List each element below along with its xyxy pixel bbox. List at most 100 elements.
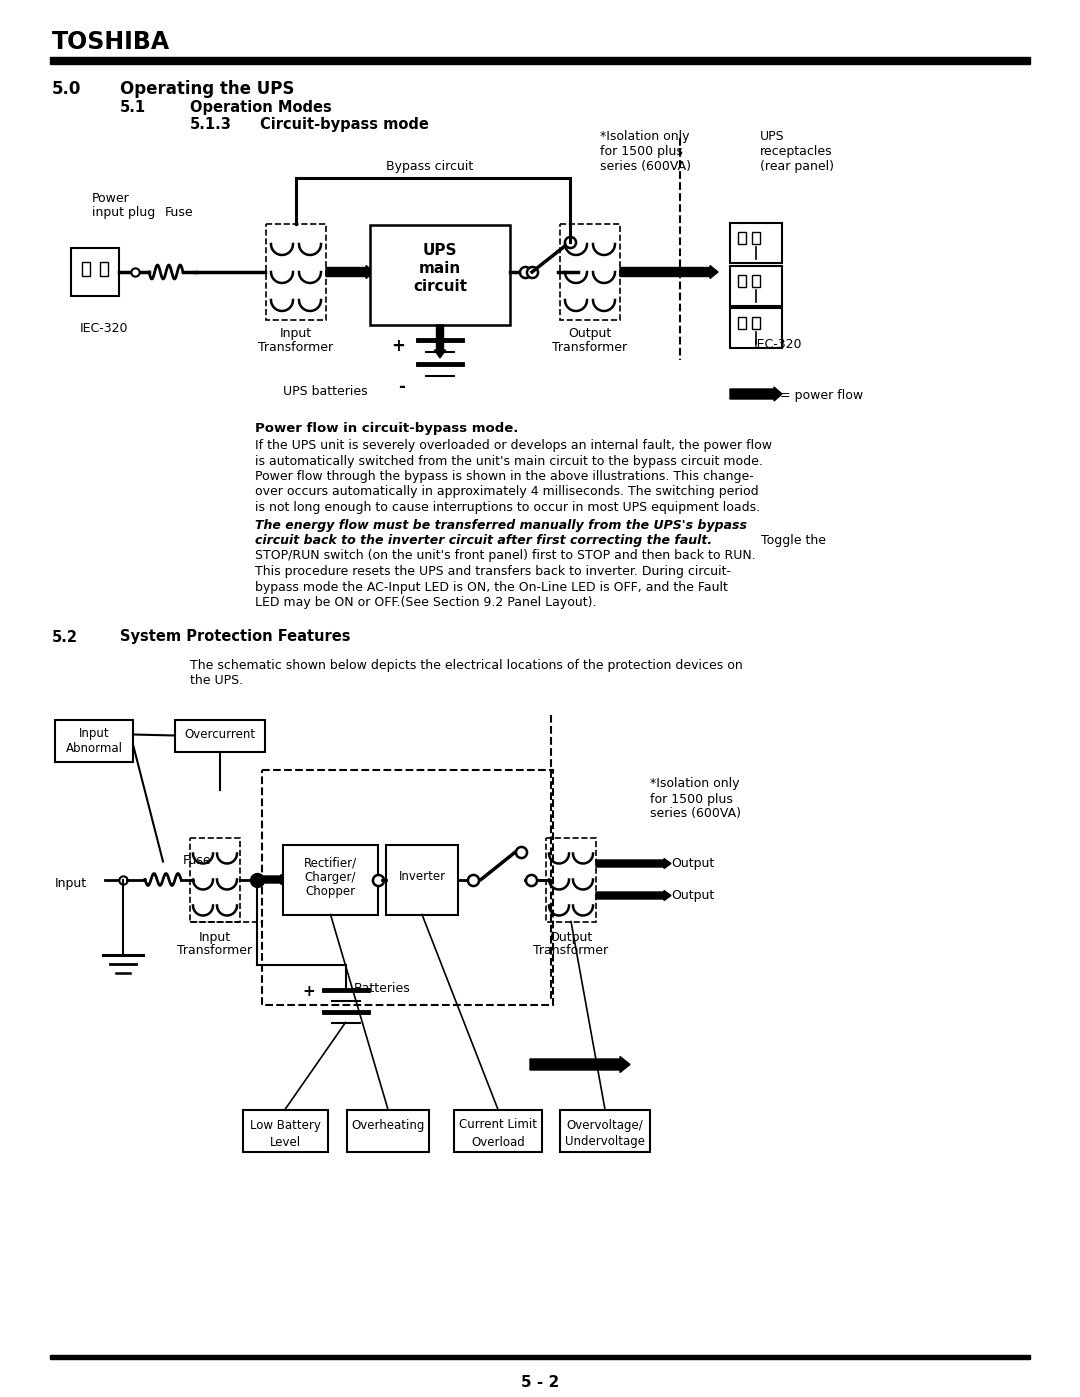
Text: Input: Input	[79, 728, 109, 740]
Text: Output: Output	[568, 327, 611, 339]
Text: Current Limit: Current Limit	[459, 1119, 537, 1132]
Text: 5.1: 5.1	[120, 101, 146, 115]
Text: 5 - 2: 5 - 2	[521, 1375, 559, 1390]
Text: Overheating: Overheating	[351, 1119, 424, 1132]
Bar	[50, 1355, 1030, 1359]
Text: If the UPS unit is severely overloaded or develops an internal fault, the power : If the UPS unit is severely overloaded o…	[255, 439, 772, 453]
Text: Operation Modes: Operation Modes	[190, 101, 332, 115]
Text: Operating the UPS: Operating the UPS	[120, 80, 295, 98]
Text: series (600VA): series (600VA)	[600, 161, 691, 173]
Text: Transformer: Transformer	[553, 341, 627, 353]
Bar	[370, 225, 510, 326]
Text: Rectifier/: Rectifier/	[303, 856, 357, 869]
Text: circuit back to the inverter circuit after first correcting the fault.: circuit back to the inverter circuit aft…	[255, 534, 712, 548]
Bar	[283, 845, 378, 915]
Bar	[752, 232, 760, 244]
Text: over occurs automatically in approximately 4 milliseconds. The switching period: over occurs automatically in approximate…	[255, 486, 758, 499]
FancyArrow shape	[620, 265, 718, 278]
FancyArrow shape	[326, 265, 374, 278]
Text: UPS: UPS	[422, 243, 457, 258]
FancyArrow shape	[596, 859, 671, 869]
Text: Level: Level	[269, 1136, 300, 1148]
Bar	[752, 275, 760, 286]
Text: The energy flow must be transferred manually from the UPS's bypass: The energy flow must be transferred manu…	[255, 518, 747, 531]
Text: *Isolation only: *Isolation only	[650, 778, 740, 791]
Text: = power flow: = power flow	[780, 388, 863, 402]
Text: 5.0: 5.0	[52, 80, 81, 98]
Text: Transformer: Transformer	[534, 944, 608, 957]
Text: Charger/: Charger/	[305, 870, 356, 883]
Text: is automatically switched from the unit's main circuit to the bypass circuit mod: is automatically switched from the unit'…	[255, 454, 762, 468]
Text: Overvoltage/: Overvoltage/	[567, 1119, 644, 1132]
Text: Power flow in circuit-bypass mode.: Power flow in circuit-bypass mode.	[255, 422, 518, 434]
Text: IEC-320: IEC-320	[754, 338, 802, 351]
Bar	[243, 1109, 327, 1151]
Bar	[730, 265, 782, 306]
Text: Output: Output	[671, 890, 714, 902]
Bar	[454, 1109, 542, 1151]
Text: Fuse: Fuse	[183, 855, 212, 868]
Text: bypass mode the AC-Input LED is ON, the On-Line LED is OFF, and the Fault: bypass mode the AC-Input LED is ON, the …	[255, 581, 728, 594]
Text: Batteries: Batteries	[353, 982, 410, 995]
Text: Low Battery: Low Battery	[249, 1119, 321, 1132]
Text: circuit: circuit	[413, 279, 467, 293]
Text: Chopper: Chopper	[306, 884, 355, 897]
Text: Transformer: Transformer	[177, 944, 253, 957]
Text: for 1500 plus: for 1500 plus	[650, 792, 733, 806]
Text: Bypass circuit: Bypass circuit	[387, 161, 474, 173]
Text: +: +	[391, 337, 405, 355]
Bar	[175, 719, 265, 752]
Text: receptacles: receptacles	[760, 145, 833, 158]
Bar	[738, 232, 746, 244]
Text: +: +	[302, 985, 315, 999]
Text: the UPS.: the UPS.	[190, 675, 243, 687]
Text: Circuit-bypass mode: Circuit-bypass mode	[260, 117, 429, 131]
Bar	[752, 317, 760, 330]
Bar	[55, 719, 133, 761]
Text: -: -	[399, 379, 405, 395]
Text: The schematic shown below depicts the electrical locations of the protection dev: The schematic shown below depicts the el…	[190, 659, 743, 672]
Bar	[82, 263, 90, 277]
Bar	[100, 263, 108, 277]
Bar	[546, 837, 596, 922]
Bar	[262, 770, 553, 1004]
Bar	[50, 57, 1030, 64]
Bar	[561, 224, 620, 320]
Text: This procedure resets the UPS and transfers back to inverter. During circuit-: This procedure resets the UPS and transf…	[255, 564, 731, 578]
FancyArrow shape	[259, 875, 288, 884]
Text: TOSHIBA: TOSHIBA	[52, 29, 171, 54]
Text: Toggle the: Toggle the	[757, 534, 826, 548]
Text: Output: Output	[550, 932, 593, 944]
Text: UPS batteries: UPS batteries	[283, 386, 367, 398]
Text: Input: Input	[199, 932, 231, 944]
Text: Input: Input	[280, 327, 312, 339]
Text: 5.1.3: 5.1.3	[190, 117, 232, 131]
Text: Inverter: Inverter	[399, 869, 446, 883]
Text: Power flow through the bypass is shown in the above illustrations. This change-: Power flow through the bypass is shown i…	[255, 469, 754, 483]
Text: 5.2: 5.2	[52, 630, 78, 644]
Bar	[347, 1109, 429, 1151]
Text: Fuse: Fuse	[165, 205, 193, 219]
Bar	[730, 307, 782, 348]
Text: *Isolation only: *Isolation only	[600, 130, 689, 142]
Text: is not long enough to cause interruptions to occur in most UPS equipment loads.: is not long enough to cause interruption…	[255, 502, 760, 514]
Text: series (600VA): series (600VA)	[650, 807, 741, 820]
FancyArrow shape	[596, 890, 671, 901]
Text: Overcurrent: Overcurrent	[185, 728, 256, 740]
Text: UPS: UPS	[760, 130, 785, 142]
Text: Power: Power	[92, 191, 130, 205]
Text: Undervoltage: Undervoltage	[565, 1136, 645, 1148]
Text: Overload: Overload	[471, 1136, 525, 1148]
Bar	[266, 224, 326, 320]
Text: Input: Input	[55, 876, 87, 890]
Text: Abnormal: Abnormal	[66, 742, 122, 754]
Text: main: main	[419, 261, 461, 277]
Text: input plug: input plug	[92, 205, 156, 219]
Text: Transformer: Transformer	[258, 341, 334, 353]
Bar	[730, 224, 782, 263]
FancyArrow shape	[530, 1056, 630, 1073]
Text: System Protection Features: System Protection Features	[120, 630, 351, 644]
Bar	[561, 1109, 650, 1151]
Bar	[738, 275, 746, 286]
FancyArrow shape	[434, 326, 446, 358]
